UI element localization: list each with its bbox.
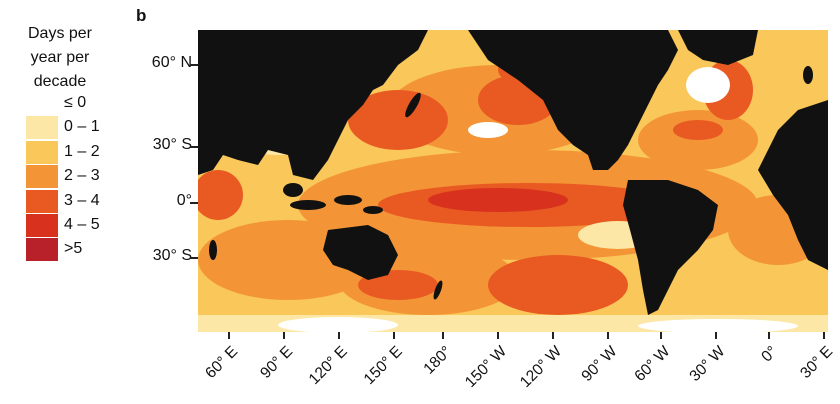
x-axis-tick bbox=[552, 332, 554, 339]
x-axis-tick bbox=[823, 332, 825, 339]
y-axis-label: 30° S bbox=[152, 136, 192, 153]
x-axis-label: 90° W bbox=[578, 343, 621, 385]
x-axis-tick bbox=[283, 332, 285, 339]
legend-label: 2 – 3 bbox=[64, 167, 100, 185]
south-america-landmass bbox=[623, 180, 718, 315]
x-axis-label: 60° E bbox=[202, 343, 242, 382]
x-axis-label: 180° bbox=[420, 343, 456, 378]
legend-swatch bbox=[26, 140, 58, 164]
x-axis-tick bbox=[228, 332, 230, 339]
x-axis-tick bbox=[442, 332, 444, 339]
legend-label: 4 – 5 bbox=[64, 215, 100, 233]
legend-title: Days per year per decade bbox=[0, 22, 120, 94]
legend-swatch bbox=[26, 189, 58, 213]
x-axis-label: 90° E bbox=[257, 343, 297, 382]
legend-swatch bbox=[26, 213, 58, 237]
australia-landmass bbox=[323, 225, 398, 280]
map-svg bbox=[198, 30, 828, 332]
x-axis-tick bbox=[338, 332, 340, 339]
x-axis-tick bbox=[607, 332, 609, 339]
x-axis-label: 30° W bbox=[686, 343, 729, 385]
land-masses bbox=[198, 30, 828, 315]
y-axis-label: 60° N bbox=[151, 54, 192, 71]
panel-label: b bbox=[136, 6, 147, 25]
asia-landmass bbox=[198, 30, 428, 180]
x-axis-label: 60° W bbox=[631, 343, 674, 385]
x-axis-label: 150° E bbox=[360, 343, 407, 389]
africa-landmass bbox=[758, 100, 828, 270]
legend-title-line-2: year per bbox=[30, 49, 90, 66]
x-axis-tick bbox=[497, 332, 499, 339]
y-axis-tick bbox=[190, 257, 198, 259]
legend-swatch bbox=[26, 238, 58, 262]
x-axis-tick bbox=[715, 332, 717, 339]
legend-label: ≤ 0 bbox=[64, 94, 87, 111]
legend-label: >5 bbox=[64, 240, 83, 258]
y-axis-tick bbox=[190, 202, 198, 204]
legend-swatch bbox=[26, 92, 58, 115]
north-america-landmass bbox=[468, 30, 678, 170]
legend-label: 3 – 4 bbox=[64, 191, 100, 209]
ocean-heat-patches bbox=[198, 30, 828, 332]
legend-title-line-3: decade bbox=[33, 73, 87, 90]
x-axis-label: 30° E bbox=[797, 343, 837, 382]
legend-swatch bbox=[26, 165, 58, 189]
x-axis-label: 0° bbox=[758, 343, 782, 366]
y-axis-tick bbox=[190, 146, 198, 148]
y-axis-label: 30° S bbox=[152, 247, 192, 264]
world-map bbox=[198, 30, 828, 332]
x-axis-label: 120° E bbox=[305, 343, 352, 389]
x-axis-label: 150° W bbox=[461, 343, 511, 392]
y-axis-label: 0° bbox=[176, 192, 192, 209]
x-axis-tick bbox=[768, 332, 770, 339]
x-axis-tick bbox=[660, 332, 662, 339]
x-axis-tick bbox=[393, 332, 395, 339]
legend-title-line-1: Days per bbox=[27, 25, 93, 42]
legend-swatch bbox=[26, 116, 58, 140]
legend-label: 0 – 1 bbox=[64, 118, 100, 136]
legend-label: 1 – 2 bbox=[64, 142, 100, 160]
y-axis-tick bbox=[190, 64, 198, 66]
greenland-landmass bbox=[678, 30, 758, 65]
x-axis-label: 120° W bbox=[516, 343, 566, 392]
